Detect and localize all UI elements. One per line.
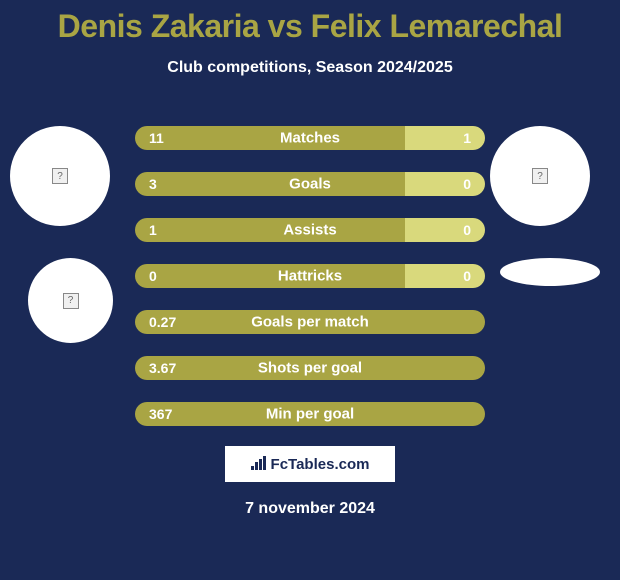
image-placeholder-icon: ? (63, 293, 79, 309)
stat-bar-row: 0.27Goals per match (135, 310, 485, 334)
image-placeholder-icon: ? (52, 168, 68, 184)
player2-photo-circle: ? (490, 126, 590, 226)
stat-bar-row: 30 Goals (135, 172, 485, 196)
stat-bar-label: Matches (280, 130, 340, 147)
stat-bar-right: 0 (405, 218, 486, 242)
stat-bar-left: 0 (135, 264, 405, 288)
stat-bar-label: Hattricks (278, 268, 342, 285)
footer-date: 7 november 2024 (245, 500, 375, 518)
stat-bar-left: 3 (135, 172, 405, 196)
stat-bar-left: 11 (135, 126, 405, 150)
footer-logo: FcTables.com (225, 446, 395, 482)
stat-bar-right: 0 (405, 172, 486, 196)
image-placeholder-icon: ? (532, 168, 548, 184)
footer-logo-text: FcTables.com (271, 456, 370, 473)
player1-photo-circle: ? (10, 126, 110, 226)
stat-bar-label: Goals (289, 176, 331, 193)
comparison-subtitle: Club competitions, Season 2024/2025 (0, 59, 620, 77)
chart-icon (251, 456, 267, 473)
stat-bar-label: Shots per goal (258, 360, 362, 377)
player1-club-circle: ? (28, 258, 113, 343)
stat-bar-row: 10 Assists (135, 218, 485, 242)
stat-bar-right: 1 (405, 126, 486, 150)
comparison-title: Denis Zakaria vs Felix Lemarechal (0, 0, 620, 45)
stat-bar-row: 00Hattricks (135, 264, 485, 288)
stat-bar-label: Goals per match (251, 314, 369, 331)
stat-bar-row: 367Min per goal (135, 402, 485, 426)
player2-club-oval (500, 258, 600, 286)
comparison-bars: 111Matches30Goals10Assists00Hattricks0.2… (135, 126, 485, 448)
stat-bar-row: 111Matches (135, 126, 485, 150)
stat-bar-label: Min per goal (266, 406, 354, 423)
stat-bar-left: 1 (135, 218, 405, 242)
stat-bar-label: Assists (283, 222, 336, 239)
stat-bar-right: 0 (405, 264, 486, 288)
stat-bar-row: 3.67Shots per goal (135, 356, 485, 380)
